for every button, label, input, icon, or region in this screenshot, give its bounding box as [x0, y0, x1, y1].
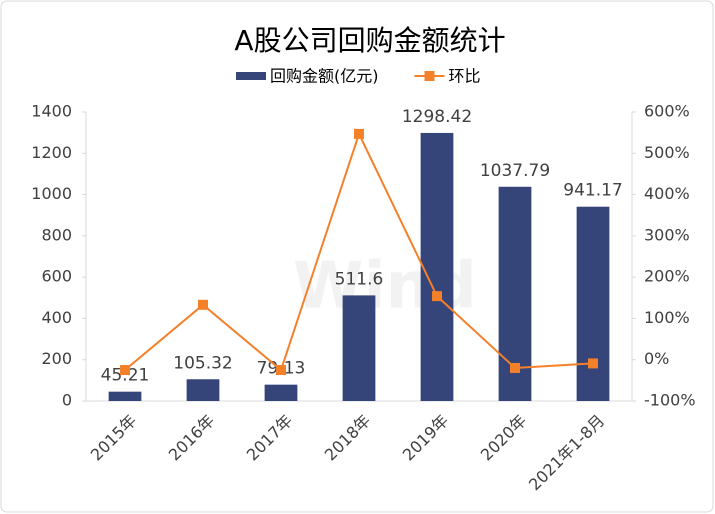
- line-marker: [354, 128, 364, 139]
- bar: [264, 384, 298, 401]
- y-tick-label: 200: [41, 349, 72, 368]
- bar: [576, 206, 610, 401]
- y-tick-label: 1000: [31, 184, 72, 203]
- bar: [108, 391, 142, 401]
- y2-tick-label: 300%: [644, 225, 690, 244]
- y-tick-label: 400: [41, 308, 72, 327]
- line-marker: [588, 358, 598, 369]
- line-marker: [198, 299, 208, 310]
- data-label: 941.17: [563, 181, 622, 201]
- y2-tick-label: 100%: [644, 308, 690, 327]
- line-marker: [276, 365, 286, 376]
- bar: [342, 295, 376, 401]
- y-tick-label: 600: [41, 267, 72, 286]
- y2-tick-label: 0%: [644, 349, 669, 368]
- bar: [420, 132, 454, 402]
- y2-tick-label: -100%: [644, 391, 696, 410]
- y-tick-label: 800: [41, 225, 72, 244]
- bar: [186, 379, 220, 401]
- y2-tick-label: 500%: [644, 143, 690, 162]
- y-tick-label: 1400: [31, 102, 72, 121]
- y2-tick-label: 400%: [644, 184, 690, 203]
- y-tick-label: 1200: [31, 143, 72, 162]
- data-label: 1037.79: [480, 161, 550, 181]
- y-tick-label: 0: [62, 391, 72, 410]
- chart-title: A股公司回购金额统计: [234, 24, 505, 57]
- legend-label: 环比: [449, 67, 481, 86]
- data-label: 511.6: [335, 269, 384, 289]
- legend-swatch: [424, 71, 435, 81]
- y2-tick-label: 200%: [644, 267, 690, 286]
- legend-label: 回购金额(亿元): [270, 67, 379, 86]
- line-marker: [432, 291, 442, 302]
- y2-tick-label: 600%: [644, 102, 690, 121]
- data-label: 45.21: [101, 366, 150, 386]
- data-label: 105.32: [173, 353, 232, 373]
- data-label: 1298.42: [402, 107, 472, 127]
- line-marker: [120, 365, 130, 376]
- legend-swatch: [236, 72, 266, 80]
- line-marker: [510, 362, 520, 373]
